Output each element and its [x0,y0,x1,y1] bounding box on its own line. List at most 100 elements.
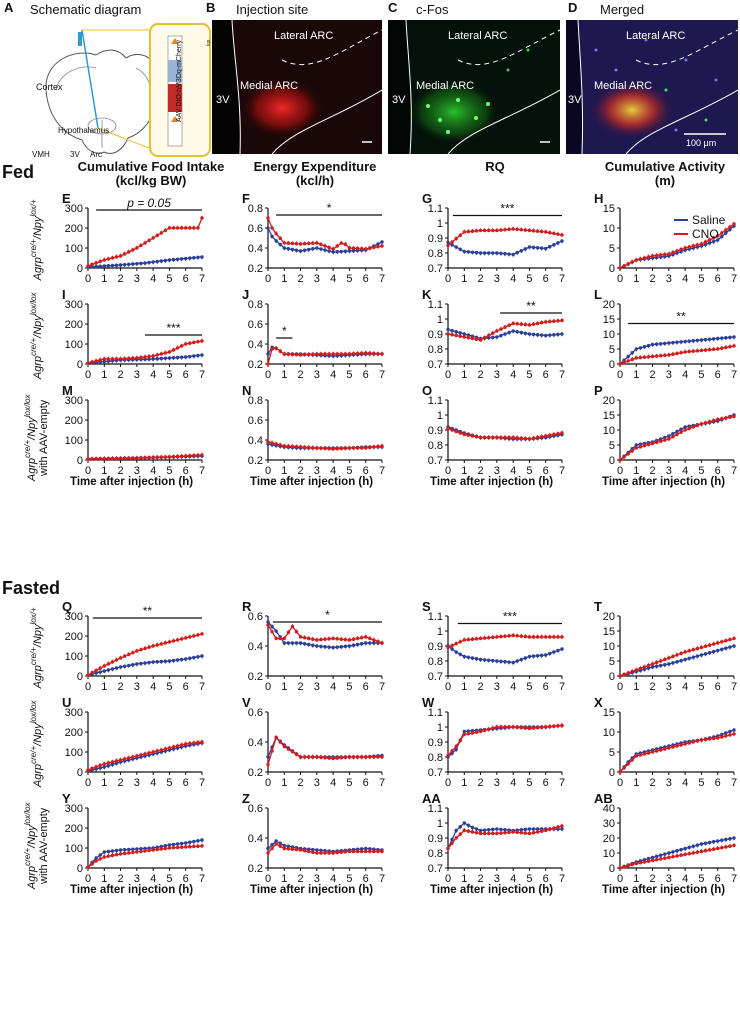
point-cno-S [495,635,499,639]
point-saline-S [474,657,479,661]
point-saline-P [667,434,671,438]
y-tick-label-W: 0.7 [428,767,443,779]
point-cno-F [343,242,348,246]
chart-O: O0 1 2 3 4 5 6 70.70.80.911.1 [422,383,565,477]
point-cno-X [716,736,720,740]
point-saline-AB [711,840,716,844]
point-cno-AA [523,831,528,835]
point-saline-I [179,355,184,359]
point-saline-K [495,335,499,339]
point-cno-X [630,758,634,762]
point-saline-S [523,656,528,660]
y-tick-label-S: 0.7 [428,671,443,683]
point-cno-T [667,656,671,660]
point-cno-Z [278,844,282,848]
significance-label-G: *** [500,202,514,216]
point-cno-S [523,634,528,639]
x-tick-label-O: 1 [461,465,467,477]
point-cno-G [515,227,519,232]
point-cno-F [266,216,270,220]
point-cno-AB [634,861,638,866]
point-saline-L [724,336,728,340]
point-cno-V [302,755,307,759]
y-tick-label-V: 0.2 [248,767,263,779]
chart-S: S0 1 2 3 4 5 6 70.70.80.911.1 *** [422,599,565,693]
point-saline-R [266,620,270,624]
row-label-mid: /Npy [31,315,44,338]
x-tick-label-Q: 1 [101,681,107,693]
point-cno-Y [122,851,127,856]
point-cno-O [474,435,479,439]
point-cno-N [331,447,335,451]
point-cno-E [192,226,196,230]
x-tick-label-J: 1 [281,369,287,381]
point-saline-K [548,333,552,337]
point-cno-F [380,244,384,248]
point-cno-Q [184,636,188,640]
x-tick-label-H: 5 [698,273,704,285]
point-cno-R [359,636,364,640]
point-cno-K [556,319,560,323]
point-cno-Y [102,855,106,859]
point-saline-E [159,259,163,263]
point-saline-E [155,259,159,264]
point-cno-Y [114,853,119,857]
point-saline-V [266,755,270,759]
point-cno-H [703,240,708,244]
x-tick-label-X: 4 [682,777,688,789]
point-cno-K [552,319,556,323]
point-cno-U [106,761,111,765]
x-tick-label-G: 0 [445,273,451,285]
point-saline-AB [732,836,736,840]
point-cno-V [307,755,311,759]
point-cno-K [482,336,487,340]
point-saline-S [556,648,560,653]
point-saline-R [327,645,331,649]
panel-letter-U: U [62,695,71,710]
point-cno-N [364,446,368,450]
point-saline-G [470,250,475,254]
x-tick-label-I: 0 [85,369,91,381]
legend-label-saline: Saline [692,213,726,227]
point-cno-M [159,455,163,459]
point-saline-Q [94,671,98,675]
point-cno-Z [359,849,364,854]
point-cno-H [650,254,655,258]
point-saline-Z [286,844,291,848]
point-cno-G [544,230,548,234]
point-cno-E [94,261,98,265]
point-saline-Z [368,847,372,851]
construct-label: AAV DIO-hM3Dq-mCherry [176,40,183,122]
point-cno-W [470,731,475,735]
point-cno-V [327,756,331,760]
point-cno-J [274,346,278,350]
point-saline-T [659,663,663,668]
point-saline-L [716,336,720,341]
point-saline-T [646,666,651,670]
point-cno-O [458,431,462,435]
point-cno-X [695,739,700,743]
x-tick-label-I: 7 [199,369,205,381]
x-tick-label-U: 5 [166,777,172,789]
point-saline-E [167,258,172,262]
panel-letter-L: L [594,287,602,302]
point-saline-Y [192,839,196,844]
point-cno-Q [135,649,139,653]
y-tick-label-K: 0.8 [428,344,443,356]
point-cno-R [323,637,327,641]
panel-letter-P: P [594,383,603,398]
y-tick-label-T: 5 [609,656,615,668]
point-cno-AA [503,831,507,835]
point-cno-S [544,635,548,639]
point-saline-R [343,644,348,649]
point-cno-G [531,229,536,233]
point-saline-K [556,332,560,337]
point-saline-AA [454,828,458,833]
panel-letter-M: M [62,383,73,398]
point-cno-T [732,636,736,641]
y-tick-label-I: 200 [65,319,83,331]
point-saline-S [552,650,556,654]
point-cno-R [376,639,380,644]
point-cno-J [311,352,315,356]
